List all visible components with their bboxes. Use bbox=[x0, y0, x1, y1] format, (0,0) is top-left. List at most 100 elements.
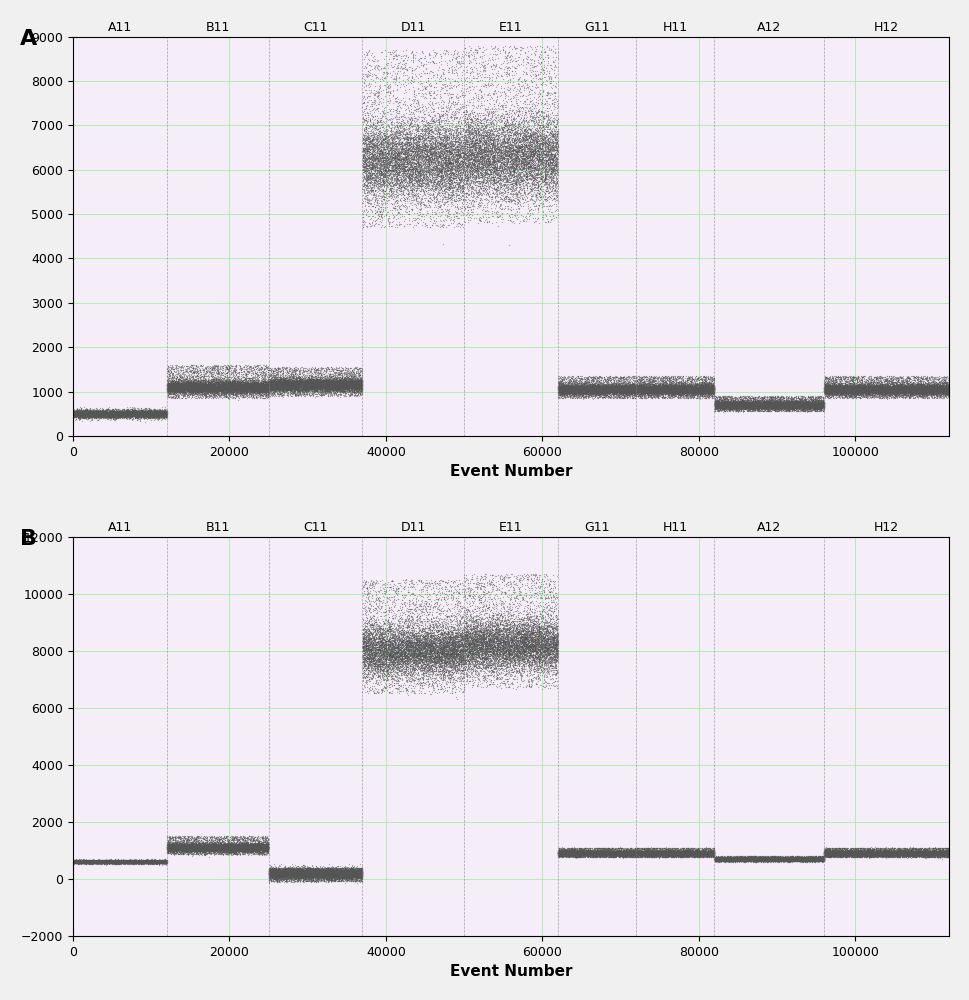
Point bbox=[593, 845, 609, 861]
Point bbox=[612, 846, 628, 862]
Point bbox=[938, 384, 953, 400]
Point bbox=[148, 854, 164, 870]
Point bbox=[636, 381, 651, 397]
Point bbox=[89, 407, 105, 423]
Point bbox=[853, 841, 868, 857]
Point bbox=[461, 640, 477, 656]
Point bbox=[594, 848, 610, 864]
Point bbox=[424, 638, 440, 654]
Point bbox=[434, 655, 450, 671]
Point bbox=[259, 375, 274, 391]
Point bbox=[547, 165, 563, 181]
Point bbox=[238, 379, 254, 395]
Point bbox=[662, 379, 677, 395]
Point bbox=[721, 851, 736, 867]
Point bbox=[209, 843, 225, 859]
Point bbox=[595, 849, 610, 865]
Point bbox=[468, 639, 484, 655]
Point bbox=[577, 842, 592, 858]
Point bbox=[885, 846, 900, 862]
Point bbox=[844, 379, 860, 395]
Point bbox=[422, 622, 437, 638]
Point bbox=[144, 856, 160, 872]
Point bbox=[923, 382, 939, 398]
Point bbox=[636, 846, 651, 862]
Point bbox=[508, 146, 523, 162]
Point bbox=[537, 140, 552, 156]
Point bbox=[760, 399, 775, 415]
Point bbox=[794, 850, 809, 866]
Point bbox=[381, 654, 396, 670]
Point bbox=[257, 840, 272, 856]
Point bbox=[888, 380, 903, 396]
Point bbox=[345, 379, 360, 395]
Point bbox=[224, 379, 239, 395]
Point bbox=[924, 842, 940, 858]
Point bbox=[929, 844, 945, 860]
Point bbox=[731, 852, 746, 868]
Point bbox=[852, 384, 867, 400]
Point bbox=[456, 161, 472, 177]
Point bbox=[506, 582, 521, 598]
Point bbox=[936, 378, 952, 394]
Point bbox=[516, 648, 531, 664]
Point bbox=[90, 854, 106, 870]
Point bbox=[412, 198, 427, 214]
Point bbox=[855, 845, 870, 861]
Point bbox=[519, 166, 535, 182]
Point bbox=[84, 405, 100, 421]
Point bbox=[705, 842, 721, 858]
Point bbox=[391, 148, 406, 164]
Point bbox=[392, 181, 408, 197]
Point bbox=[777, 848, 793, 864]
Point bbox=[860, 843, 876, 859]
Point bbox=[488, 155, 504, 171]
Point bbox=[884, 380, 899, 396]
Point bbox=[923, 383, 939, 399]
Point bbox=[734, 393, 749, 409]
Point bbox=[200, 842, 215, 858]
Point bbox=[911, 379, 926, 395]
Point bbox=[374, 625, 390, 641]
Point bbox=[818, 842, 833, 858]
Point bbox=[672, 383, 687, 399]
Point bbox=[289, 864, 304, 880]
Point bbox=[892, 845, 908, 861]
Point bbox=[891, 848, 906, 864]
Point bbox=[457, 115, 473, 131]
Point bbox=[464, 655, 480, 671]
Point bbox=[884, 379, 899, 395]
Point bbox=[767, 394, 783, 410]
Point bbox=[739, 851, 755, 867]
Point bbox=[810, 849, 826, 865]
Point bbox=[486, 618, 502, 634]
Point bbox=[253, 840, 268, 856]
Point bbox=[454, 628, 470, 644]
Point bbox=[74, 407, 89, 423]
Point bbox=[269, 385, 285, 401]
Point bbox=[624, 381, 640, 397]
Point bbox=[491, 163, 507, 179]
Point bbox=[509, 134, 524, 150]
Point bbox=[367, 140, 383, 156]
Point bbox=[428, 162, 444, 178]
Point bbox=[716, 850, 732, 866]
Point bbox=[504, 638, 519, 654]
Point bbox=[914, 388, 929, 404]
Point bbox=[597, 385, 612, 401]
Point bbox=[863, 386, 879, 402]
Point bbox=[785, 852, 800, 868]
Point bbox=[460, 638, 476, 654]
Point bbox=[577, 843, 592, 859]
Point bbox=[786, 850, 801, 866]
Point bbox=[600, 379, 615, 395]
Point bbox=[446, 192, 461, 208]
Point bbox=[364, 117, 380, 133]
Point bbox=[914, 384, 929, 400]
Point bbox=[575, 382, 590, 398]
Point bbox=[249, 379, 265, 395]
Point bbox=[780, 402, 796, 418]
Point bbox=[791, 851, 806, 867]
Point bbox=[297, 374, 313, 390]
Point bbox=[459, 627, 475, 643]
